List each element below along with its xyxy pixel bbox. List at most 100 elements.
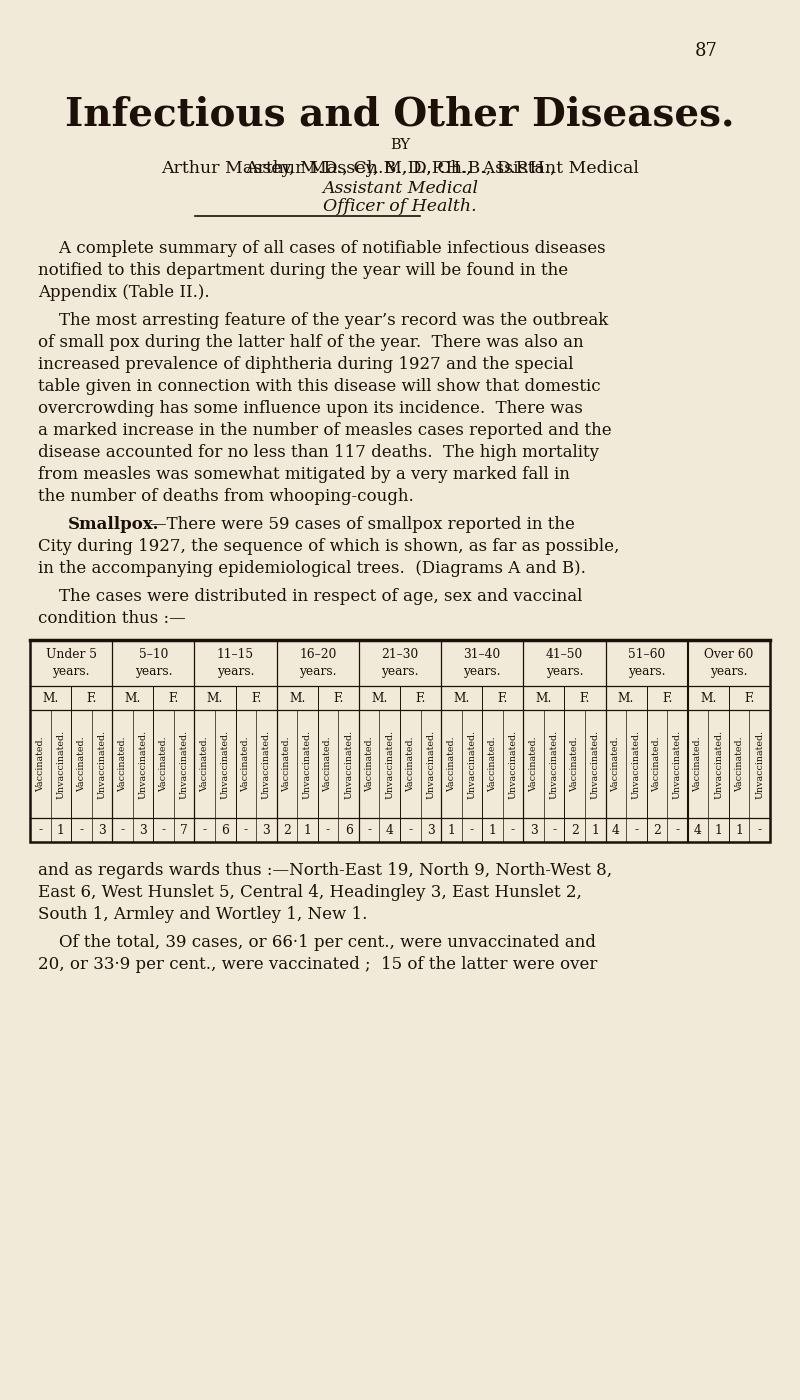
Text: Unvaccinated.: Unvaccinated.	[180, 729, 189, 798]
Text: M.: M.	[125, 692, 141, 704]
Text: Unvaccinated.: Unvaccinated.	[550, 729, 558, 798]
Text: -: -	[408, 823, 412, 836]
Text: 1: 1	[591, 823, 599, 836]
Text: Unvaccinated.: Unvaccinated.	[426, 729, 435, 798]
Text: of small pox during the latter half of the year.  There was also an: of small pox during the latter half of t…	[38, 335, 584, 351]
Text: 1: 1	[735, 823, 743, 836]
Text: 5–10
years.: 5–10 years.	[134, 648, 172, 678]
Text: 87: 87	[695, 42, 718, 60]
Text: -: -	[552, 823, 556, 836]
Text: East 6, West Hunslet 5, Central 4, Headingley 3, East Hunslet 2,: East 6, West Hunslet 5, Central 4, Headi…	[38, 883, 582, 902]
Text: -: -	[79, 823, 83, 836]
Text: Vaccinated.: Vaccinated.	[529, 736, 538, 792]
Text: increased prevalence of diphtheria during 1927 and the special: increased prevalence of diphtheria durin…	[38, 356, 574, 372]
Text: Smallpox.: Smallpox.	[68, 517, 159, 533]
Text: M.: M.	[700, 692, 717, 704]
Text: -: -	[367, 823, 371, 836]
Text: M.: M.	[289, 692, 306, 704]
Text: Vaccinated.: Vaccinated.	[365, 736, 374, 792]
Text: Unvaccinated.: Unvaccinated.	[56, 729, 66, 798]
Text: 3: 3	[98, 823, 106, 836]
Text: -: -	[470, 823, 474, 836]
Text: -: -	[758, 823, 762, 836]
Text: Vaccinated.: Vaccinated.	[323, 736, 333, 792]
Text: Unvaccinated.: Unvaccinated.	[714, 729, 723, 798]
Text: BY: BY	[390, 139, 410, 153]
Text: condition thus :—: condition thus :—	[38, 610, 186, 627]
Text: Vaccinated.: Vaccinated.	[242, 736, 250, 792]
Text: 3: 3	[427, 823, 434, 836]
Text: Unvaccinated.: Unvaccinated.	[590, 729, 600, 798]
Text: Vaccinated.: Vaccinated.	[118, 736, 127, 792]
Text: Unvaccinated.: Unvaccinated.	[755, 729, 764, 798]
Text: Unvaccinated.: Unvaccinated.	[467, 729, 477, 798]
Text: Unvaccinated.: Unvaccinated.	[303, 729, 312, 798]
Text: -: -	[202, 823, 206, 836]
Bar	[30, 640, 770, 841]
Text: Vaccinated.: Vaccinated.	[488, 736, 497, 792]
Text: 20, or 33·9 per cent., were vaccinated ;  15 of the latter were over: 20, or 33·9 per cent., were vaccinated ;…	[38, 956, 598, 973]
Text: Vaccinated.: Vaccinated.	[611, 736, 620, 792]
Text: F.: F.	[333, 692, 343, 704]
Text: South 1, Armley and Wortley 1, New 1.: South 1, Armley and Wortley 1, New 1.	[38, 906, 367, 923]
Text: Vaccinated.: Vaccinated.	[694, 736, 702, 792]
Text: Appendix (Table II.).: Appendix (Table II.).	[38, 284, 210, 301]
Text: -: -	[634, 823, 638, 836]
Text: -: -	[162, 823, 166, 836]
Text: Vaccinated.: Vaccinated.	[77, 736, 86, 792]
Text: 1: 1	[304, 823, 311, 836]
Text: 3: 3	[530, 823, 538, 836]
Text: Unvaccinated.: Unvaccinated.	[509, 729, 518, 798]
Text: F.: F.	[662, 692, 673, 704]
Text: F.: F.	[580, 692, 590, 704]
Text: Vaccinated.: Vaccinated.	[570, 736, 579, 792]
Text: Under 5
years.: Under 5 years.	[46, 648, 97, 678]
Text: Assistant Medical: Assistant Medical	[322, 181, 478, 197]
Text: 16–20
years.: 16–20 years.	[299, 648, 337, 678]
Text: Vaccinated.: Vaccinated.	[653, 736, 662, 792]
Text: Unvaccinated.: Unvaccinated.	[386, 729, 394, 798]
Text: M.: M.	[454, 692, 470, 704]
Text: 41–50
years.: 41–50 years.	[546, 648, 583, 678]
Text: 1: 1	[714, 823, 722, 836]
Text: Vaccinated.: Vaccinated.	[282, 736, 291, 792]
Text: Unvaccinated.: Unvaccinated.	[138, 729, 147, 798]
Text: Vaccinated.: Vaccinated.	[159, 736, 168, 792]
Text: 2: 2	[283, 823, 291, 836]
Text: M.: M.	[207, 692, 223, 704]
Text: Vaccinated.: Vaccinated.	[447, 736, 456, 792]
Text: 21–30
years.: 21–30 years.	[382, 648, 418, 678]
Text: 1: 1	[57, 823, 65, 836]
Text: F.: F.	[744, 692, 754, 704]
Text: 3: 3	[139, 823, 147, 836]
Text: table given in connection with this disease will show that domestic: table given in connection with this dise…	[38, 378, 601, 395]
Text: 4: 4	[694, 823, 702, 836]
Text: 11–15
years.: 11–15 years.	[217, 648, 254, 678]
Text: disease accounted for no less than 117 deaths.  The high mortality: disease accounted for no less than 117 d…	[38, 444, 599, 461]
Text: -: -	[38, 823, 42, 836]
Text: overcrowding has some influence upon its incidence.  There was: overcrowding has some influence upon its…	[38, 400, 583, 417]
Text: M.: M.	[371, 692, 388, 704]
Text: Over 60
years.: Over 60 years.	[704, 648, 754, 678]
Text: The most arresting feature of the year’s record was the outbreak: The most arresting feature of the year’s…	[38, 312, 608, 329]
Text: -: -	[121, 823, 125, 836]
Text: Infectious and Other Diseases.: Infectious and Other Diseases.	[66, 95, 734, 133]
Text: Of the total, 39 cases, or 66·1 per cent., were unvaccinated and: Of the total, 39 cases, or 66·1 per cent…	[38, 934, 596, 951]
Text: a marked increase in the number of measles cases reported and the: a marked increase in the number of measl…	[38, 421, 612, 440]
Text: from measles was somewhat mitigated by a very marked fall in: from measles was somewhat mitigated by a…	[38, 466, 570, 483]
Text: 1: 1	[489, 823, 496, 836]
Text: M.: M.	[536, 692, 552, 704]
Text: Vaccinated.: Vaccinated.	[200, 736, 210, 792]
Text: Vaccinated.: Vaccinated.	[734, 736, 744, 792]
Text: 3: 3	[262, 823, 270, 836]
Text: City during 1927, the sequence of which is shown, as far as possible,: City during 1927, the sequence of which …	[38, 538, 619, 554]
Text: 7: 7	[180, 823, 188, 836]
Text: Unvaccinated.: Unvaccinated.	[98, 729, 106, 798]
Text: Unvaccinated.: Unvaccinated.	[344, 729, 353, 798]
Text: 4: 4	[386, 823, 394, 836]
Text: 2: 2	[570, 823, 578, 836]
Text: Arthur Massey, M.D., Ch.B., D.P.H.,: Arthur Massey, M.D., Ch.B., D.P.H.,	[245, 160, 555, 176]
Text: -: -	[244, 823, 248, 836]
Text: M.: M.	[42, 692, 58, 704]
Text: Unvaccinated.: Unvaccinated.	[632, 729, 641, 798]
